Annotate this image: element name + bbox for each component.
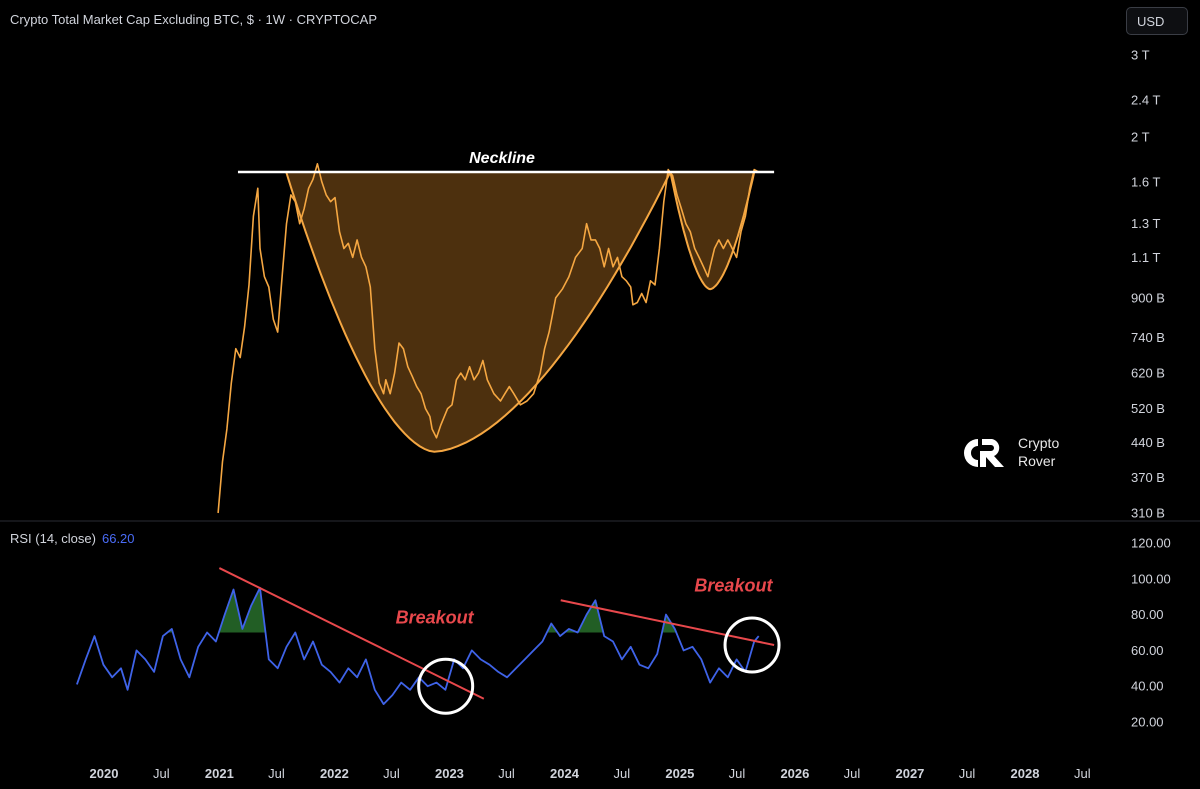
time-tick-label: 2023 <box>435 766 464 781</box>
time-tick-label: Jul <box>844 766 861 781</box>
logo-r-shape <box>980 439 1004 467</box>
crypto-rover-logo <box>964 439 1004 467</box>
price-tick-label: 440 B <box>1131 435 1165 450</box>
time-tick-label: 2026 <box>780 766 809 781</box>
brand-line-2: Rover <box>1018 453 1056 469</box>
time-tick-label: 2027 <box>895 766 924 781</box>
rsi-tick-label: 100.00 <box>1131 571 1171 586</box>
time-tick-label: Jul <box>614 766 631 781</box>
time-tick-label: Jul <box>959 766 976 781</box>
time-tick-label: 2022 <box>320 766 349 781</box>
brand-text: Crypto Rover <box>1018 434 1059 470</box>
handle-shape <box>669 171 756 291</box>
neckline-label: Neckline <box>469 150 535 167</box>
time-tick-label: Jul <box>153 766 170 781</box>
time-tick-label: Jul <box>729 766 746 781</box>
rsi-tick-label: 80.00 <box>1131 607 1164 622</box>
time-tick-label: 2024 <box>550 766 580 781</box>
price-tick-label: 1.1 T <box>1131 250 1160 265</box>
breakout-label: Breakout <box>694 575 773 595</box>
time-tick-label: Jul <box>383 766 400 781</box>
rsi-trendline <box>560 599 775 647</box>
rsi-title: RSI (14, close) <box>10 531 96 546</box>
breakout-circle <box>723 616 781 674</box>
price-tick-label: 1.3 T <box>1131 216 1160 231</box>
rsi-pane: Breakout Breakout <box>76 567 781 715</box>
rsi-trendline <box>218 567 485 700</box>
chart-title: Crypto Total Market Cap Excluding BTC, $… <box>10 12 378 27</box>
price-line <box>217 163 760 514</box>
price-tick-label: 900 B <box>1131 290 1165 305</box>
time-axis[interactable]: 2020 Jul 2021 Jul 2022 Jul 2023 Jul 2024 Jul 2025 J… <box>90 766 1091 781</box>
rsi-value: 66.20 <box>101 531 135 546</box>
rsi-legend: RSI (14, close) 66.20 <box>10 531 135 546</box>
price-tick-label: 3 T <box>1131 48 1150 63</box>
time-tick-label: 2028 <box>1011 766 1040 781</box>
currency-button[interactable]: USD <box>1126 7 1188 35</box>
time-tick-label: 2021 <box>205 766 234 781</box>
price-axis[interactable]: 3 T 2.4 T 2 T 1.6 T 1.3 T 1.1 T 900 B 740 B 620 … <box>1131 48 1165 521</box>
price-tick-label: 370 B <box>1131 470 1165 485</box>
price-tick-label: 2.4 T <box>1131 93 1160 108</box>
time-tick-label: 2020 <box>90 766 119 781</box>
rsi-tick-label: 60.00 <box>1131 643 1164 658</box>
price-tick-label: 740 B <box>1131 330 1165 345</box>
price-pane: Neckline <box>217 150 775 514</box>
time-tick-label: Jul <box>268 766 285 781</box>
breakout-label: Breakout <box>396 608 475 628</box>
cup-shape <box>284 171 673 453</box>
price-tick-label: 620 B <box>1131 366 1165 381</box>
rsi-overbought-fill <box>76 587 759 633</box>
time-tick-label: Jul <box>498 766 515 781</box>
breakout-circle <box>417 657 475 715</box>
time-tick-label: Jul <box>1074 766 1091 781</box>
brand-line-1: Crypto <box>1018 435 1060 451</box>
time-tick-label: 2025 <box>665 766 694 781</box>
price-tick-label: 2 T <box>1131 129 1150 144</box>
rsi-tick-label: 20.00 <box>1131 715 1164 730</box>
logo-c-shape <box>964 439 978 467</box>
price-tick-label: 520 B <box>1131 401 1165 416</box>
price-tick-label: 1.6 T <box>1131 174 1160 189</box>
rsi-axis[interactable]: 120.00 100.00 80.00 60.00 40.00 20.00 <box>1131 536 1171 730</box>
price-tick-label: 310 B <box>1131 506 1165 521</box>
rsi-tick-label: 120.00 <box>1131 536 1171 551</box>
rsi-tick-label: 40.00 <box>1131 679 1164 694</box>
